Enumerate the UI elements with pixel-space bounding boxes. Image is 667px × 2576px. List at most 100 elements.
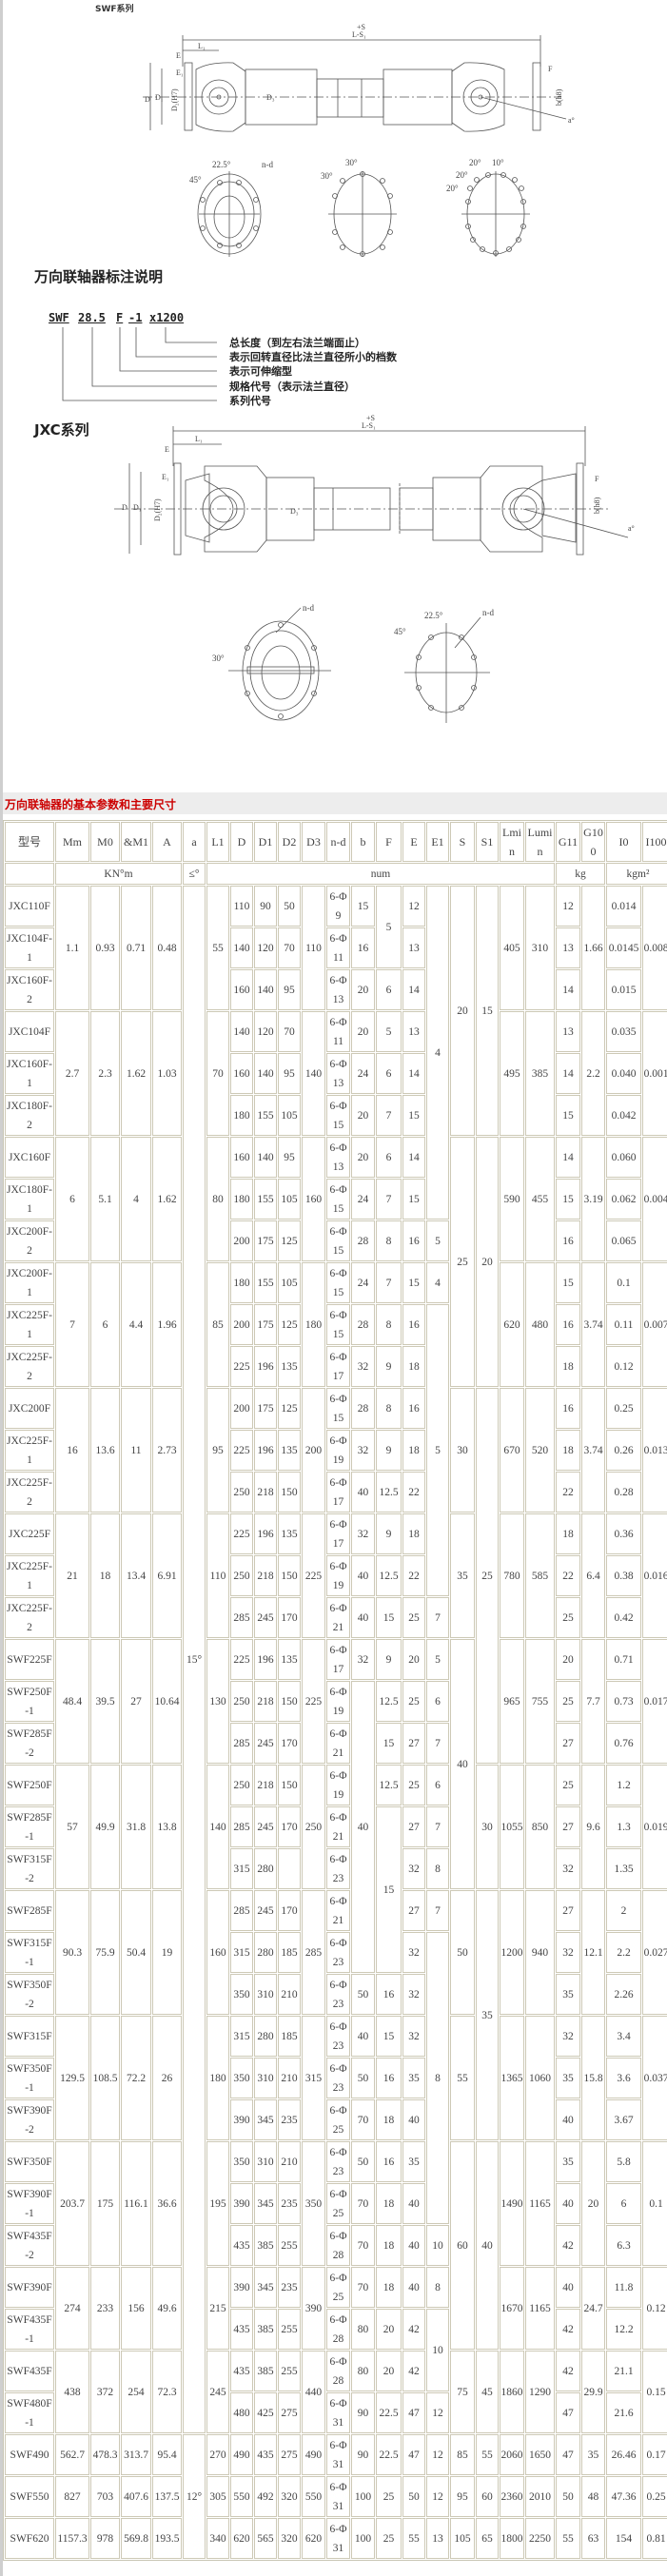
value-cell: 22.5	[376, 2434, 402, 2475]
column-header: Lumin	[525, 822, 555, 862]
value-cell: 345	[254, 2099, 277, 2140]
table-row: SWF390F-2 390 345 235 6-Φ25 70 18 40 40 3.67	[5, 2099, 667, 2140]
value-cell: 48.4	[55, 1639, 89, 1764]
value-cell: 2.3	[90, 1011, 120, 1136]
value-cell: 4.4	[121, 1262, 151, 1387]
value-cell: 827	[55, 2476, 89, 2517]
value-cell: 2	[606, 1890, 641, 1931]
value-cell: 105	[278, 1095, 301, 1136]
table-row: SWF435F-2 435 385 255 6-Φ28 70 18 40 10 42 6.3	[5, 2225, 667, 2266]
value-cell: 40	[402, 2267, 425, 2308]
value-cell: 15	[376, 2016, 402, 2057]
dim-label: n-d	[262, 160, 273, 169]
value-cell: 245	[254, 1597, 277, 1638]
value-cell: 6-Φ23	[326, 1932, 350, 1973]
value-cell: 20	[376, 2309, 402, 2350]
value-cell: 1.1	[55, 886, 89, 1010]
value-cell: 156	[121, 2267, 151, 2350]
value-cell: 42	[402, 2309, 425, 2350]
value-cell: 6.91	[152, 1513, 182, 1638]
dim-label: F	[595, 475, 599, 483]
model-cell: JXC180F-2	[5, 1095, 54, 1136]
value-cell: 245	[206, 2351, 229, 2433]
value-cell: 315	[230, 1932, 253, 1973]
value-cell: 425	[254, 2392, 277, 2433]
value-cell: 280	[254, 1848, 277, 1889]
value-cell: 11	[121, 1388, 151, 1512]
value-cell: 25	[556, 1681, 580, 1722]
value-cell: 14	[556, 1137, 580, 1178]
value-cell: 285	[230, 1890, 253, 1931]
value-cell: 135	[278, 1639, 301, 1680]
value-cell: 0.12	[642, 2267, 667, 2350]
column-header: b	[351, 822, 375, 862]
value-cell: 1.96	[152, 1262, 182, 1387]
value-cell: 95	[278, 1137, 301, 1178]
value-cell: 0.93	[90, 886, 120, 1010]
column-header: L1	[206, 822, 229, 862]
table-row: SWF435F 438 372 254 72.3 245 435 385 255 440 6-Φ28…	[5, 2351, 667, 2433]
value-cell: 6	[55, 1137, 89, 1261]
model-cell: SWF350F	[5, 2141, 54, 2182]
value-cell: 7	[376, 1262, 402, 1303]
value-cell: 350	[302, 2141, 325, 2266]
value-cell: 10.64	[152, 1639, 182, 1764]
value-cell: 129.5	[55, 2016, 89, 2140]
explanation-series-code: 系列代号	[229, 395, 271, 407]
value-cell: 20	[556, 1639, 580, 1680]
value-cell: 15	[402, 1179, 425, 1220]
value-cell: 585	[525, 1513, 555, 1638]
value-cell: 175	[90, 2141, 120, 2266]
value-cell: 1.66	[581, 886, 605, 1010]
value-cell: 12	[426, 2476, 449, 2517]
table-row: JXC104F 2.7 2.3 1.62 1.03 70 140 120 70 140 6-Φ11 2…	[5, 1011, 667, 1136]
value-cell: 7	[55, 1262, 89, 1387]
model-cell: SWF390F	[5, 2267, 54, 2308]
value-cell: 50	[351, 1974, 375, 2015]
value-cell: 137.5	[152, 2476, 182, 2517]
value-cell: 6-Φ23	[326, 2016, 350, 2057]
dim-label: L₁	[195, 435, 203, 443]
value-cell: 3.74	[581, 1262, 605, 1387]
table-row: SWF550 827 703 407.6 137.5 305 550 492 320 550 6-Φ…	[5, 2476, 667, 2517]
value-cell: 310	[254, 1974, 277, 2015]
value-cell: 16	[402, 1388, 425, 1429]
value-cell: 2250	[525, 2518, 555, 2559]
value-cell: 11.8	[606, 2267, 641, 2308]
table-row: JXC225F-2 285 245 170 6-Φ21 40 15 25 7 25 0.42	[5, 1597, 667, 1638]
model-cell: JXC160F	[5, 1137, 54, 1178]
value-cell: 5.8	[606, 2141, 641, 2182]
value-cell: 16	[402, 1304, 425, 1345]
value-cell: 565	[254, 2518, 277, 2559]
value-cell: 150	[278, 1765, 301, 1805]
value-cell: 25	[376, 2518, 402, 2559]
dim-label: D₂(H7)	[170, 88, 179, 111]
value-cell: 95	[206, 1388, 229, 1512]
value-cell: 110	[206, 1513, 229, 1638]
value-cell: 70	[351, 2183, 375, 2224]
value-cell: 1290	[525, 2351, 555, 2433]
column-header: 型号	[5, 822, 54, 862]
value-cell: 95	[278, 1053, 301, 1094]
value-cell: 15	[402, 1095, 425, 1136]
table-row: JXC225F-1 250 218 150 6-Φ19 40 12.5 22 22 0.38	[5, 1555, 667, 1596]
value-cell: 170	[278, 1890, 301, 1931]
value-cell: 1490	[500, 2141, 524, 2266]
value-cell: 620	[302, 2518, 325, 2559]
value-cell: 196	[254, 1513, 277, 1554]
value-cell: 1670	[500, 2267, 524, 2350]
table-row: SWF315F-2 315 280 6-Φ23 32 8 32 1.35	[5, 1848, 667, 1889]
table-units-row: KN°m ≤° num kg kgm²	[5, 863, 667, 885]
dim-label: 20°	[469, 158, 481, 167]
value-cell: 0.25	[606, 1388, 641, 1429]
value-cell: 235	[278, 2099, 301, 2140]
value-cell: 203.7	[55, 2141, 89, 2266]
value-cell: 196	[254, 1639, 277, 1680]
value-cell: 13	[402, 1011, 425, 1052]
value-cell: 8	[376, 1304, 402, 1345]
value-cell: 390	[230, 2183, 253, 2224]
value-cell: 80	[206, 1137, 229, 1261]
value-cell: 218	[254, 1472, 277, 1512]
